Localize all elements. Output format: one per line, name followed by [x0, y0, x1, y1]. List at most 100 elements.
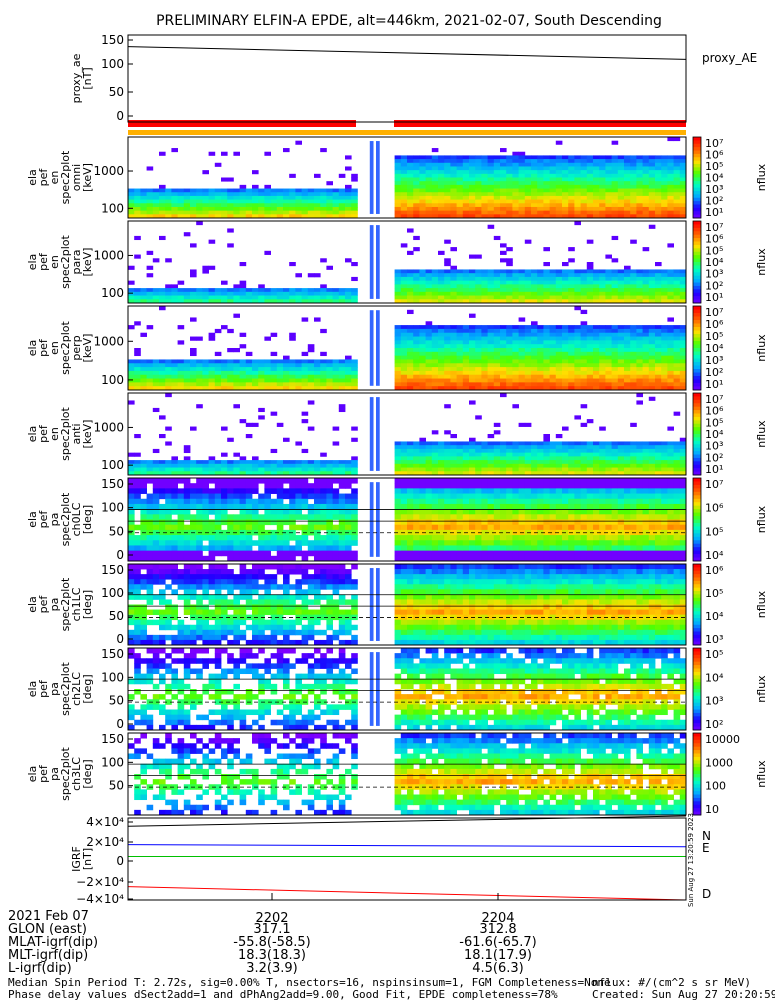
- heat-cell: [680, 367, 687, 371]
- heat-cell: [432, 551, 439, 557]
- heat-cell: [481, 211, 488, 215]
- heat-cell: [494, 540, 501, 546]
- heat-cell: [587, 325, 594, 329]
- heat-cell: [165, 464, 172, 468]
- heat-cell: [599, 456, 606, 460]
- heat-cell: [202, 211, 209, 215]
- heat-cell: [574, 155, 581, 159]
- heat-cell: [661, 277, 668, 281]
- heat-cell: [537, 288, 544, 292]
- heat-cell: [667, 211, 674, 215]
- heat-cell: [630, 189, 637, 193]
- heat-cell: [233, 211, 240, 215]
- heat-cell: [599, 379, 606, 383]
- heat-cell: [655, 155, 662, 159]
- heat-cell: [140, 468, 147, 472]
- heat-cell: [209, 367, 216, 371]
- heat-cell: [419, 329, 426, 333]
- heat-cell: [469, 203, 476, 207]
- heat-cell: [543, 337, 550, 341]
- heat-cell: [494, 514, 501, 520]
- heat-cell: [630, 371, 637, 375]
- heat-cell: [481, 375, 488, 379]
- heat-cell: [289, 189, 296, 193]
- heat-cell: [593, 464, 600, 468]
- heat-cell: [500, 359, 507, 363]
- heat-cell: [426, 535, 433, 541]
- heat-cell: [407, 363, 414, 367]
- heat-cell: [500, 333, 507, 337]
- heat-cell: [587, 269, 594, 273]
- heat-cell: [419, 464, 426, 468]
- heat-cell: [500, 148, 507, 152]
- heat-cell: [395, 540, 402, 546]
- heat-cell: [612, 363, 619, 367]
- heat-cell: [550, 284, 557, 288]
- heat-cell: [488, 371, 495, 375]
- heat-cell: [500, 163, 507, 167]
- heat-cell: [612, 166, 619, 170]
- heat-cell: [537, 464, 544, 468]
- heat-cell: [184, 525, 191, 531]
- heat-cell: [190, 337, 197, 341]
- heat-cell: [395, 288, 402, 292]
- heat-cell: [295, 464, 302, 468]
- heat-cell: [463, 337, 470, 341]
- heat-cell: [438, 483, 445, 489]
- heat-cell: [426, 281, 433, 285]
- heat-cell: [339, 535, 346, 541]
- heat-cell: [562, 359, 569, 363]
- heat-cell: [593, 296, 600, 300]
- heat-cell: [531, 207, 538, 211]
- heat-cell: [550, 456, 557, 460]
- heat-cell: [481, 499, 488, 505]
- heat-cell: [624, 166, 631, 170]
- heat-cell: [556, 189, 563, 193]
- heat-cell: [221, 379, 228, 383]
- heat-cell: [444, 170, 451, 174]
- heat-cell: [562, 348, 569, 352]
- heat-cell: [339, 514, 346, 520]
- heat-cell: [184, 499, 191, 505]
- heat-cell: [246, 551, 253, 557]
- heat-cell: [184, 540, 191, 546]
- heat-cell: [320, 494, 327, 500]
- heat-cell: [568, 348, 575, 352]
- heat-cell: [537, 509, 544, 515]
- heat-cell: [153, 211, 160, 215]
- heat-cell: [395, 325, 402, 329]
- heat-cell: [599, 207, 606, 211]
- heat-cell: [184, 483, 191, 489]
- heat-cell: [674, 192, 681, 196]
- heat-cell: [209, 292, 216, 296]
- heat-cell: [543, 247, 550, 251]
- heat-cell: [674, 203, 681, 207]
- heat-cell: [481, 200, 488, 204]
- heat-cell: [605, 456, 612, 460]
- heat-cell: [190, 207, 197, 211]
- heat-cell: [134, 468, 141, 472]
- heat-cell: [643, 509, 650, 515]
- heat-cell: [630, 273, 637, 277]
- heat-cell: [475, 514, 482, 520]
- heat-cell: [395, 520, 402, 526]
- heat-cell: [227, 367, 234, 371]
- heat-cell: [444, 464, 451, 468]
- colorbar-step: [693, 205, 701, 209]
- panel-spec-perp: elapefenspec2plotpara[keV]100010010⁷10⁶1…: [26, 221, 768, 304]
- ylabel-line: [keV]: [81, 163, 94, 192]
- heat-cell: [252, 367, 259, 371]
- heat-cell: [500, 269, 507, 273]
- heat-cell: [283, 363, 290, 367]
- heat-cell: [258, 379, 265, 383]
- heat-cell: [401, 170, 408, 174]
- heat-cell: [643, 483, 650, 489]
- heat-cell: [543, 170, 550, 174]
- heat-cell: [643, 203, 650, 207]
- panel-spec-omni: elapefenspec2plotomni[keV]100010010⁷10⁶1…: [26, 137, 768, 219]
- heat-cell: [395, 545, 402, 551]
- heat-cell: [395, 203, 402, 207]
- heat-cell: [140, 363, 147, 367]
- heat-cell: [519, 464, 526, 468]
